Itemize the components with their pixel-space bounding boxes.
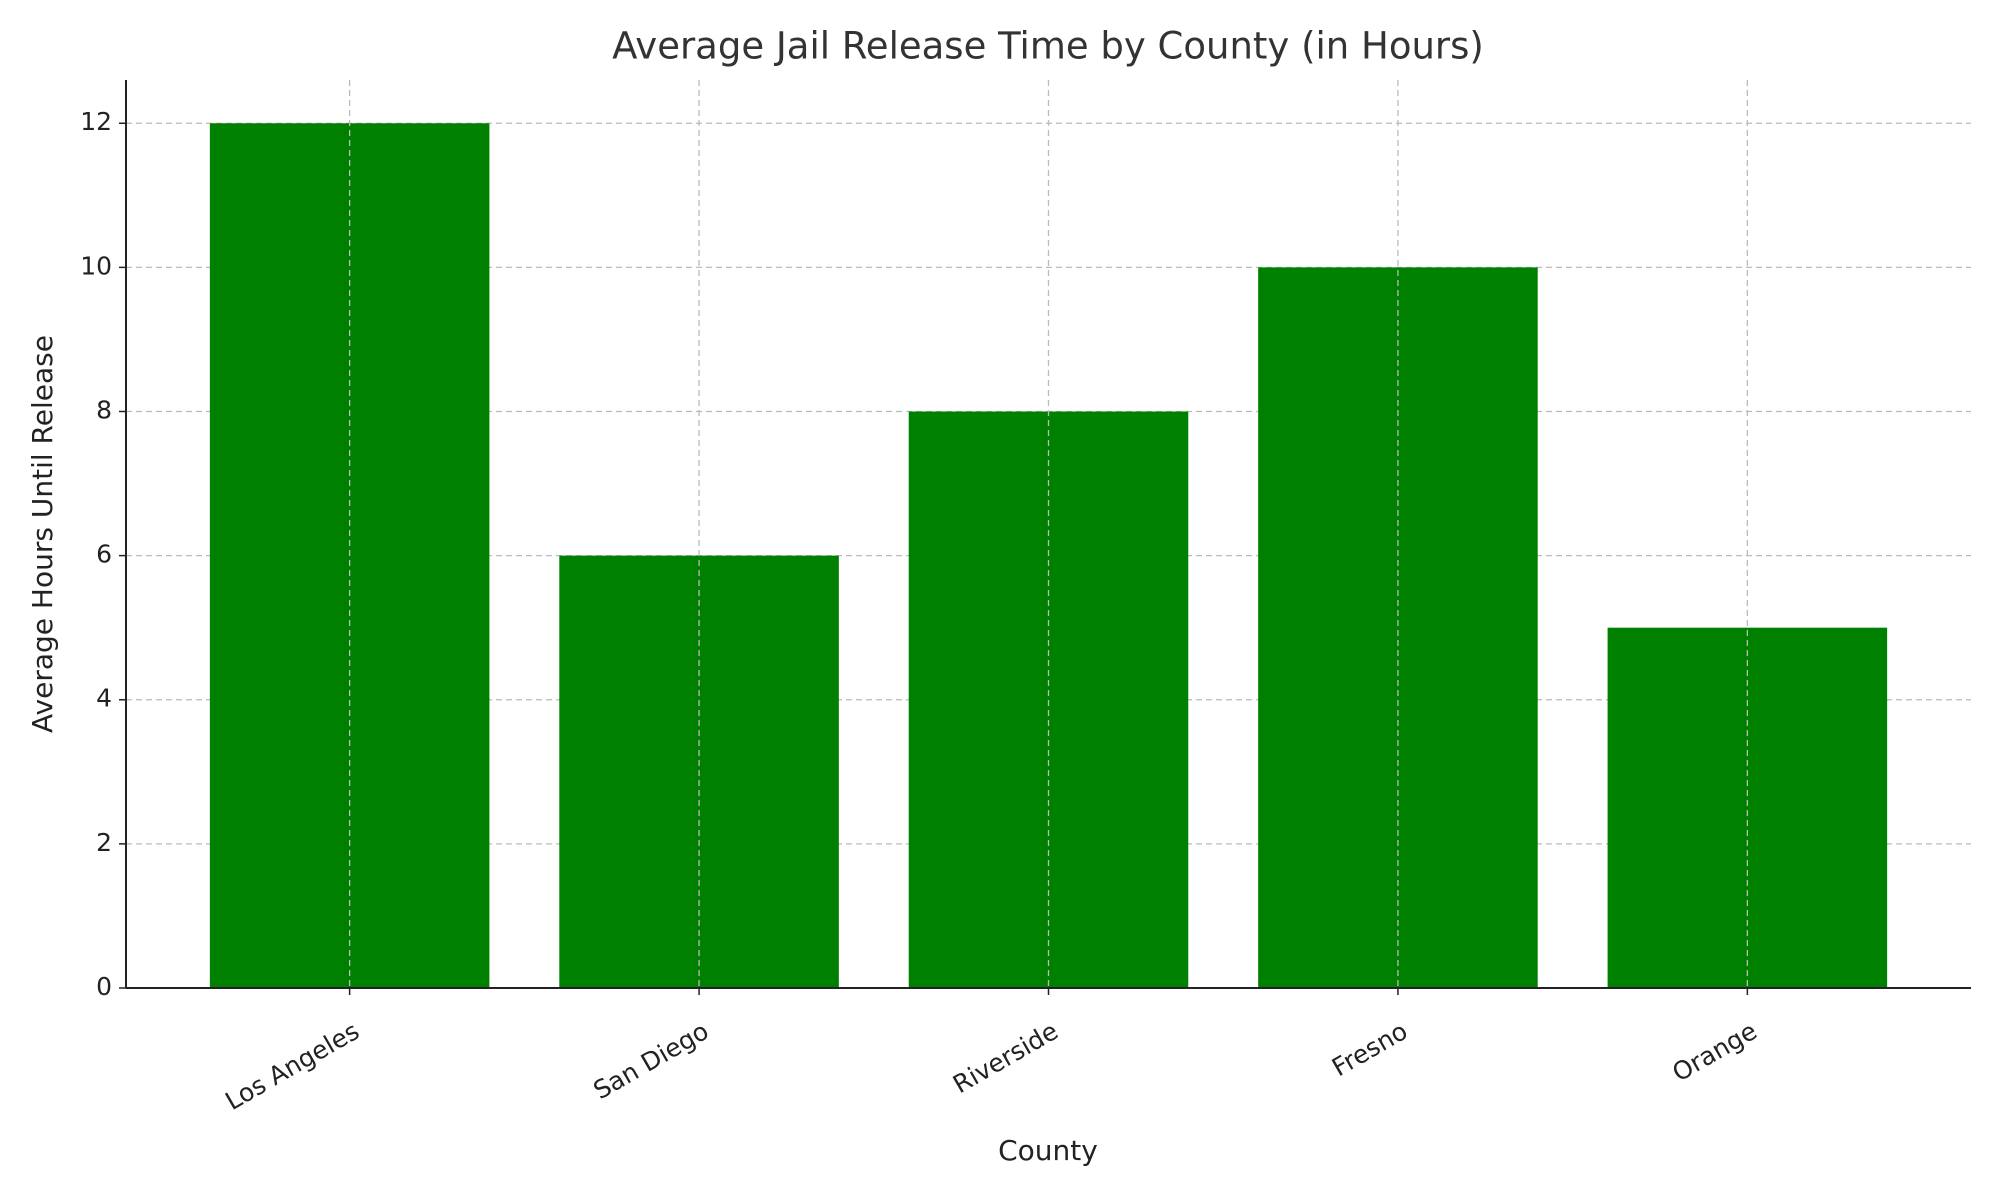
x-tick-label: Los Angeles <box>220 1016 364 1116</box>
bar <box>1258 267 1538 988</box>
x-tick-label: Riverside <box>948 1016 1063 1099</box>
y-tick-label: 6 <box>96 540 112 569</box>
x-tick-label: Fresno <box>1327 1016 1412 1082</box>
x-tick-label: Orange <box>1667 1016 1761 1087</box>
y-tick-label: 12 <box>80 107 112 136</box>
x-axis-label: County <box>998 1134 1098 1167</box>
y-tick-label: 10 <box>80 251 112 280</box>
y-tick-label: 0 <box>96 972 112 1001</box>
bar <box>1607 627 1888 988</box>
y-tick-label: 8 <box>96 395 112 424</box>
y-tick-label: 4 <box>96 684 112 713</box>
y-axis-label: Average Hours Until Release <box>26 335 59 733</box>
chart-title: Average Jail Release Time by County (in … <box>612 25 1484 68</box>
y-tick-label: 2 <box>96 828 112 857</box>
x-tick-label: San Diego <box>588 1016 713 1105</box>
